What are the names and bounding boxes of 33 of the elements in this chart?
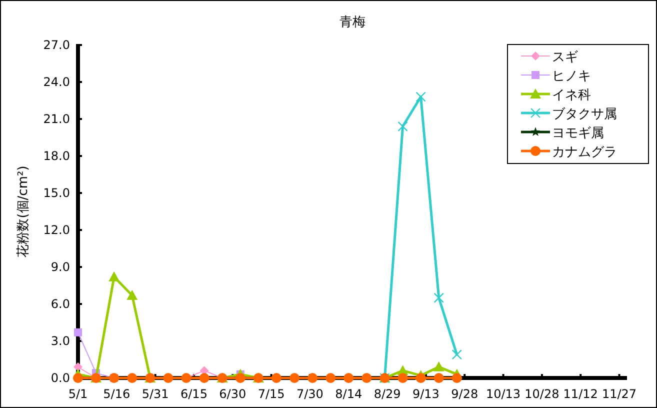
legend-label: ブタクサ属 [552, 107, 617, 122]
legend-label: ヨモギ属 [552, 126, 604, 141]
legend-label: スギ [552, 50, 578, 65]
x-tick-label: 11/27 [602, 387, 637, 401]
x-tick-label: 8/29 [374, 387, 401, 401]
x-tick-label: 5/31 [142, 387, 169, 401]
y-tick-label: 24.0 [43, 75, 70, 89]
chart-title: 青梅 [340, 15, 366, 30]
x-tick-label: 5/16 [103, 387, 130, 401]
y-tick-label: 12.0 [43, 223, 70, 237]
x-tick-label: 10/28 [524, 387, 560, 401]
y-axis-title: 花粉数(個/cm²) [16, 166, 31, 258]
x-tick-label: 5/1 [68, 387, 88, 401]
x-tick-label: 10/13 [486, 387, 521, 401]
x-tick-label: 6/15 [180, 387, 208, 401]
y-tick-label: 15.0 [43, 186, 70, 200]
y-tick-label: 27.0 [43, 38, 70, 52]
y-tick-label: 21.0 [43, 112, 70, 126]
y-tick-label: 18.0 [43, 149, 70, 163]
x-tick-label: 6/30 [219, 387, 246, 401]
y-tick-label: 0.0 [50, 371, 70, 385]
x-tick-label: 7/30 [296, 387, 324, 401]
legend-label: カナムグラ [552, 145, 617, 160]
y-tick-label: 3.0 [50, 334, 70, 348]
x-tick-label: 9/28 [451, 387, 478, 401]
x-tick-label: 7/15 [258, 387, 285, 401]
legend-label: ヒノキ [552, 69, 591, 84]
y-tick-label: 6.0 [50, 297, 70, 311]
x-tick-label: 11/12 [563, 387, 598, 401]
x-tick-label: 8/14 [335, 387, 362, 401]
y-tick-label: 9.0 [50, 260, 70, 274]
x-tick-label: 9/13 [412, 387, 440, 401]
legend-label: イネ科 [552, 88, 591, 103]
